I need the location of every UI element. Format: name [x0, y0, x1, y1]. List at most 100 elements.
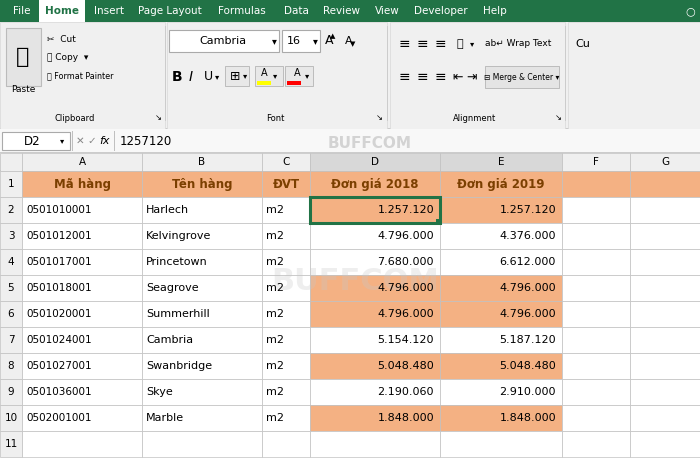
Bar: [257, 81, 271, 85]
Bar: [568, 22, 700, 129]
Bar: [0, 171, 22, 197]
Text: ≡: ≡: [398, 70, 409, 84]
Text: ▾: ▾: [470, 40, 474, 49]
Bar: [72, 131, 73, 151]
Bar: [440, 301, 562, 327]
Bar: [630, 275, 700, 301]
Bar: [6, 28, 41, 86]
Bar: [167, 22, 387, 129]
Bar: [0, 22, 700, 129]
Text: Kelvingrove: Kelvingrove: [146, 231, 211, 241]
Text: ⊟ Merge & Center ▾: ⊟ Merge & Center ▾: [484, 72, 560, 81]
Bar: [630, 405, 700, 431]
Bar: [2, 132, 70, 150]
Text: A: A: [260, 68, 267, 78]
Text: ↘: ↘: [554, 114, 561, 123]
Text: 0501024001: 0501024001: [26, 335, 92, 345]
Text: Princetown: Princetown: [146, 257, 208, 267]
Text: Seagrove: Seagrove: [146, 283, 199, 293]
Bar: [142, 327, 262, 353]
Bar: [562, 197, 630, 223]
Bar: [0, 22, 165, 129]
Text: m2: m2: [266, 231, 284, 241]
Bar: [0, 223, 22, 249]
Text: Formulas: Formulas: [218, 6, 266, 16]
Text: Developer: Developer: [414, 6, 468, 16]
Text: Cu: Cu: [575, 39, 590, 49]
Bar: [440, 197, 562, 223]
Text: C: C: [282, 157, 290, 167]
Text: m2: m2: [266, 205, 284, 215]
Bar: [0, 0, 700, 22]
Text: BUFFCOM: BUFFCOM: [328, 135, 412, 150]
Text: ▾: ▾: [272, 36, 276, 46]
Text: 2: 2: [8, 205, 14, 215]
Text: A: A: [78, 157, 85, 167]
Text: File: File: [13, 6, 31, 16]
Text: Paste: Paste: [10, 86, 35, 95]
Bar: [0, 379, 22, 405]
Bar: [0, 153, 700, 171]
Bar: [169, 30, 279, 52]
Bar: [630, 431, 700, 457]
Bar: [22, 197, 142, 223]
Bar: [310, 353, 440, 379]
Text: Đơn giá 2018: Đơn giá 2018: [331, 177, 419, 191]
Text: Cambria: Cambria: [199, 36, 246, 46]
Text: ⇤: ⇤: [453, 70, 463, 84]
Text: 5.187.120: 5.187.120: [499, 335, 556, 345]
Text: 🖌 Format Painter: 🖌 Format Painter: [47, 71, 113, 80]
Bar: [440, 275, 562, 301]
Bar: [255, 66, 283, 86]
Bar: [142, 353, 262, 379]
Bar: [262, 197, 310, 223]
Bar: [225, 66, 249, 86]
Text: ▾: ▾: [313, 36, 317, 46]
Text: 4.796.000: 4.796.000: [377, 283, 434, 293]
Bar: [0, 197, 22, 223]
Text: Swanbridge: Swanbridge: [146, 361, 212, 371]
Bar: [22, 405, 142, 431]
Text: B: B: [172, 70, 183, 84]
Text: m2: m2: [266, 283, 284, 293]
Bar: [630, 223, 700, 249]
Bar: [287, 81, 301, 85]
Bar: [310, 197, 440, 223]
Text: 5: 5: [8, 283, 14, 293]
Text: ⇥: ⇥: [467, 70, 477, 84]
Text: m2: m2: [266, 257, 284, 267]
Text: ✓: ✓: [88, 136, 97, 146]
Text: Page Layout: Page Layout: [138, 6, 202, 16]
Text: m2: m2: [266, 335, 284, 345]
Text: 4: 4: [8, 257, 14, 267]
Bar: [436, 219, 441, 224]
Text: ▾: ▾: [215, 72, 219, 81]
Bar: [310, 249, 440, 275]
Bar: [142, 431, 262, 457]
Bar: [630, 353, 700, 379]
Text: ▾: ▾: [243, 71, 247, 80]
Text: F: F: [593, 157, 599, 167]
Text: D: D: [371, 157, 379, 167]
Bar: [630, 301, 700, 327]
Bar: [39, 0, 85, 22]
Bar: [562, 405, 630, 431]
Bar: [0, 153, 22, 171]
Text: 0501010001: 0501010001: [26, 205, 92, 215]
Bar: [440, 379, 562, 405]
Bar: [0, 170, 700, 171]
Text: ○: ○: [685, 6, 695, 16]
Bar: [310, 197, 440, 223]
Bar: [0, 327, 22, 353]
Bar: [0, 301, 22, 327]
Text: 5.048.480: 5.048.480: [499, 361, 556, 371]
Text: 0501036001: 0501036001: [26, 387, 92, 397]
Bar: [142, 197, 262, 223]
Text: 1257120: 1257120: [120, 134, 172, 148]
Text: m2: m2: [266, 387, 284, 397]
Text: E: E: [498, 157, 504, 167]
Bar: [630, 379, 700, 405]
Bar: [310, 379, 440, 405]
Text: ≡: ≡: [398, 37, 409, 51]
Bar: [0, 405, 22, 431]
